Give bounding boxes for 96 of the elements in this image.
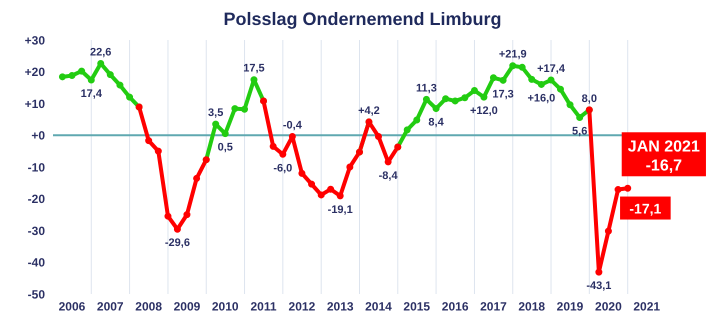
y-tick-label: +20 — [24, 65, 46, 80]
point — [604, 228, 612, 235]
point — [174, 226, 181, 233]
point — [106, 71, 114, 78]
point — [78, 68, 86, 75]
x-tick-label: 2014 — [365, 300, 392, 314]
chart-title: Polsslag Ondernemend Limburg — [222, 8, 503, 30]
point — [404, 126, 411, 134]
point — [145, 137, 152, 144]
point — [413, 116, 420, 124]
data-label: 17,3 — [492, 88, 514, 100]
point — [308, 180, 316, 188]
point — [556, 86, 564, 93]
data-label: -8,4 — [378, 170, 398, 182]
data-label: +12,0 — [470, 105, 498, 118]
point — [327, 186, 334, 193]
point — [461, 94, 468, 102]
annotation: JAN 2021 -16,7 — [628, 138, 700, 174]
point — [298, 170, 306, 177]
x-tick-label: 2006 — [58, 300, 86, 314]
point — [336, 192, 344, 200]
x-tick-label: 2009 — [174, 300, 201, 314]
point — [624, 184, 632, 192]
point — [518, 64, 526, 71]
data-label: +4,2 — [358, 104, 380, 117]
point — [231, 105, 238, 112]
point — [58, 73, 66, 80]
y-tick-label: -40 — [28, 256, 46, 270]
data-label: -19,1 — [328, 204, 353, 216]
point — [241, 106, 248, 113]
y-tick-label: +30 — [24, 33, 46, 48]
data-label: 8,0 — [582, 92, 597, 105]
data-label: 17,4 — [80, 88, 103, 100]
point — [538, 80, 545, 88]
point — [270, 142, 277, 150]
point — [576, 114, 584, 121]
x-tick-label: 2015 — [403, 300, 430, 314]
x-tick-label: 2007 — [96, 300, 124, 314]
x-tick-label: 2012 — [288, 300, 316, 314]
y-tick-label: -50 — [28, 287, 46, 302]
data-label: -0,4 — [282, 120, 303, 132]
point — [126, 94, 134, 101]
data-label: +21,9 — [498, 48, 527, 61]
x-tick-label: 2016 — [442, 300, 469, 314]
point — [528, 76, 536, 83]
y-tick-label: +0 — [31, 128, 46, 143]
x-tick-label: 2017 — [480, 300, 508, 314]
data-label: +17,4 — [537, 63, 566, 76]
point — [318, 191, 325, 198]
data-label: 3,5 — [208, 107, 224, 120]
point — [154, 148, 162, 155]
point — [164, 212, 172, 220]
point — [566, 101, 574, 108]
point — [500, 76, 507, 84]
point — [490, 74, 497, 82]
point — [548, 76, 555, 84]
point — [346, 164, 354, 170]
y-tick-label: -30 — [28, 224, 46, 238]
point — [509, 62, 516, 70]
x-tick-label: 2019 — [556, 300, 584, 314]
data-label: -29,6 — [164, 237, 190, 250]
data-label: 0,5 — [218, 142, 233, 154]
data-label: 8,4 — [428, 116, 445, 129]
data-label: 17,5 — [243, 62, 265, 75]
point — [614, 186, 622, 194]
point — [279, 150, 286, 158]
y-tick-label: +10 — [24, 96, 46, 111]
point — [452, 97, 459, 104]
x-tick-label: 2018 — [518, 300, 546, 314]
point — [470, 86, 478, 94]
point — [442, 95, 450, 102]
x-tick-label: 2013 — [326, 300, 354, 314]
x-tick-label: 2020 — [595, 300, 622, 314]
data-label: 5,6 — [572, 125, 588, 138]
point — [116, 82, 124, 89]
point — [193, 174, 200, 182]
point — [432, 105, 440, 112]
x-tick-label: 2010 — [212, 300, 239, 314]
data-label: -6,0 — [273, 162, 292, 174]
y-tick-label: -10 — [28, 160, 46, 174]
point — [374, 133, 382, 140]
point — [595, 268, 602, 276]
point — [422, 96, 430, 103]
x-tick-label: 2021 — [633, 300, 660, 314]
data-label: +16,0 — [527, 92, 556, 104]
data-label: 22,6 — [90, 46, 112, 58]
point — [480, 94, 488, 101]
data-label: 11,3 — [416, 82, 437, 94]
point — [183, 211, 190, 218]
annotation: -17,1 — [629, 200, 662, 217]
y-tick-label: -20 — [28, 192, 46, 206]
x-tick-label: 2011 — [250, 300, 277, 314]
point — [88, 76, 95, 84]
point — [68, 72, 76, 80]
data-label: -43,1 — [586, 280, 612, 292]
x-tick-label: 2008 — [135, 300, 162, 314]
